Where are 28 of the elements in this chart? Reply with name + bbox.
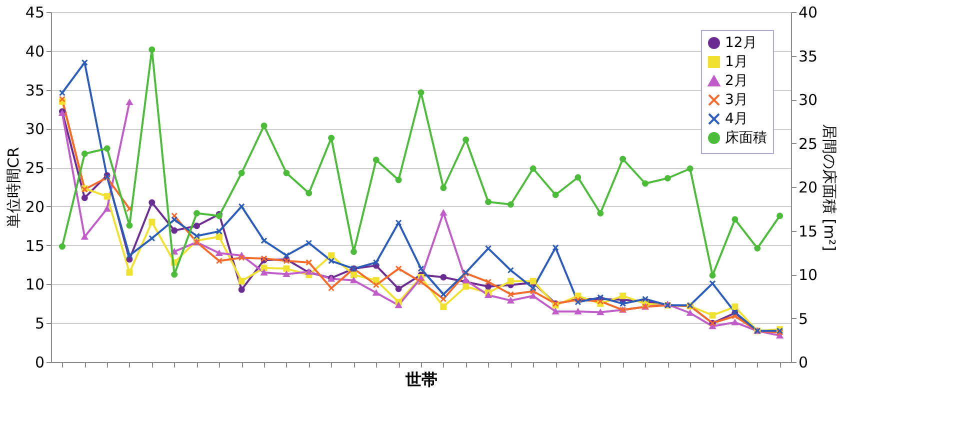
y2-axis-title: 居間の床面積 [m²]	[820, 124, 839, 252]
legend-label: 床面積	[725, 130, 767, 146]
y-tick-label: 0	[34, 354, 44, 372]
legend-label: 4月	[725, 111, 748, 127]
y2-tick-label: 10	[798, 266, 818, 284]
y-axis-title: 単位時間CR	[4, 147, 22, 228]
legend-label: 12月	[725, 35, 757, 51]
y-tick-label: 15	[25, 236, 44, 255]
y-tick-label: 30	[25, 120, 44, 138]
y2-tick-label: 20	[798, 178, 818, 196]
y-tick-label: 40	[25, 42, 44, 60]
y-tick-label: 45	[25, 4, 44, 22]
y-tick-label: 25	[25, 159, 44, 178]
y2-tick-label: 15	[798, 222, 818, 240]
y2-tick-label: 40	[798, 4, 818, 22]
legend-label: 3月	[725, 92, 748, 108]
y2-tick-label: 30	[798, 91, 818, 109]
y-tick-label: 5	[34, 314, 44, 333]
y2-tick-label: 0	[798, 354, 808, 372]
y2-tick-label: 25	[798, 134, 818, 153]
y2-tick-label: 35	[798, 47, 818, 66]
x-axis-title: 世帯	[404, 370, 438, 389]
y2-tick-label: 5	[798, 310, 808, 328]
legend-label: 2月	[725, 73, 748, 89]
y-tick-label: 10	[25, 276, 44, 294]
legend-label: 1月	[725, 54, 748, 70]
y-tick-label: 35	[25, 81, 44, 100]
y-tick-label: 20	[25, 198, 44, 216]
